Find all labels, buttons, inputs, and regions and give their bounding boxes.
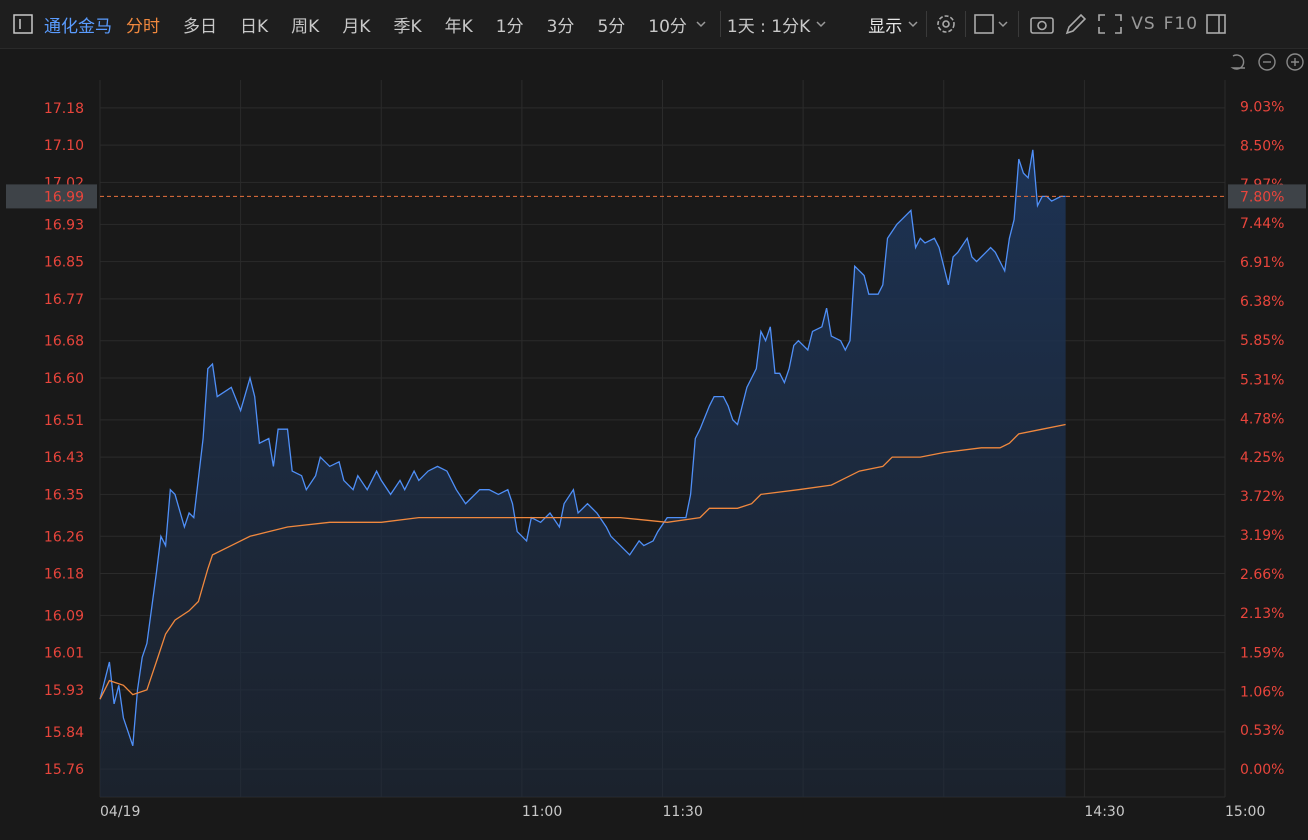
zoom-out-icon[interactable] [1258, 53, 1276, 71]
sidebar-toggle[interactable] [12, 13, 34, 35]
y-tick-label: 16.26 [44, 529, 84, 545]
y-tick-label: 16.60 [44, 371, 84, 387]
y2-tick-label: 6.91% [1240, 255, 1284, 271]
period-tab[interactable]: 分时 [126, 16, 160, 37]
y2-tick-label: 1.06% [1240, 684, 1284, 700]
y2-tick-label: 0.00% [1240, 762, 1284, 778]
x-tick-label: 11:00 [522, 804, 562, 820]
y-tick-label: 16.35 [44, 487, 84, 503]
y-tick-label: 16.01 [44, 646, 84, 662]
y-tick-label: 16.93 [44, 217, 84, 233]
stock-name[interactable]: 通化金马 [44, 16, 112, 37]
period-tab[interactable]: 周K [291, 16, 320, 37]
last-change-label: 7.80% [1240, 190, 1284, 206]
draw-icon[interactable] [1059, 11, 1093, 37]
x-tick-label: 15:00 [1225, 804, 1265, 820]
y-tick-label: 16.68 [44, 334, 84, 350]
f10-button[interactable]: F10 [1163, 14, 1199, 34]
period-tab[interactable]: 10分 [648, 16, 687, 37]
separator [926, 11, 928, 37]
last-price-box [6, 184, 97, 209]
zoom-controls [1230, 53, 1304, 71]
price-line [99, 149, 1066, 747]
dropdown-arrow[interactable] [814, 17, 828, 31]
zoom-in-icon[interactable] [1286, 53, 1304, 71]
period-select[interactable]: 1天 : 1分K [726, 16, 811, 37]
x-tick-label: 14:30 [1084, 804, 1124, 820]
price-area [100, 149, 1066, 798]
separator [719, 11, 721, 37]
vs-button[interactable]: VS [1131, 14, 1156, 34]
zoom-in-plus [1291, 58, 1299, 66]
y2-tick-label: 6.38% [1240, 294, 1284, 310]
period-tab[interactable]: 1分 [495, 16, 524, 37]
dropdown-arrow[interactable] [906, 17, 920, 31]
y-tick-label: 15.93 [44, 683, 84, 699]
y2-tick-label: 7.44% [1240, 216, 1284, 232]
dropdown-arrow[interactable] [694, 17, 708, 31]
panel-icon[interactable] [1204, 12, 1228, 36]
period-tab[interactable]: 3分 [546, 16, 575, 37]
y-tick-label: 16.51 [44, 413, 84, 429]
chart: 04/19 11:00 11:30 14:30 15:00 15.76 15.84 15.93… [6, 53, 1306, 820]
display-menu[interactable]: 显示 [868, 16, 903, 37]
period-tab[interactable]: 5分 [597, 16, 626, 37]
y-tick-label: 16.77 [44, 292, 84, 308]
y-tick-label: 15.84 [44, 725, 84, 741]
period-tab[interactable]: 多日 [183, 16, 217, 37]
average-line [99, 423, 1066, 700]
y-tick-label: 17.10 [44, 138, 84, 154]
y2-tick-label: 5.31% [1240, 372, 1284, 388]
y2-tick-label: 1.59% [1240, 645, 1284, 661]
separator [965, 11, 967, 37]
y2-tick-label: 4.78% [1240, 411, 1284, 427]
toolbar: 通化金马 分时 多日 日K 周K 月K 季K 年K 1分 3分 5分 10分 1天 : 1分K 显示… [0, 0, 1308, 49]
y-tick-label: 16.43 [44, 450, 84, 466]
y-tick-label: 16.85 [44, 255, 84, 271]
y2-tick-label: 3.19% [1240, 528, 1284, 544]
period-tabs: 分时 多日 日K 周K 月K 季K 年K 1分 3分 5分 10分 [126, 12, 710, 37]
last-price-label: 16.99 [44, 189, 84, 205]
y2-tick-label: 2.13% [1240, 606, 1284, 622]
y2-tick-label: 4.25% [1240, 450, 1284, 466]
y-tick-label: 15.76 [44, 762, 84, 778]
separator [1018, 11, 1020, 37]
reset-icon[interactable] [1230, 54, 1245, 70]
y2-tick-label: 0.53% [1240, 723, 1284, 739]
y2-tick-label: 2.66% [1240, 567, 1284, 583]
fullscreen-icon[interactable] [1093, 11, 1127, 37]
period-tab[interactable]: 月K [342, 16, 371, 37]
y2-tick-label: 3.72% [1240, 489, 1284, 505]
y-tick-label: 16.09 [44, 608, 84, 624]
camera-icon[interactable] [1025, 11, 1059, 37]
layout-icon[interactable] [972, 11, 1012, 37]
x-tick-label: 04/19 [100, 804, 140, 820]
period-tab[interactable]: 日K [240, 16, 269, 37]
y-tick-label: 17.18 [44, 101, 84, 117]
y-tick-label: 16.18 [44, 567, 84, 583]
period-tab[interactable]: 季K [393, 16, 422, 37]
y2-tick-label: 5.85% [1240, 333, 1284, 349]
period-tab[interactable]: 年K [444, 16, 473, 37]
settings-icon[interactable] [933, 11, 959, 37]
x-tick-label: 11:30 [663, 804, 703, 820]
y2-tick-label: 8.50% [1240, 138, 1284, 154]
y2-tick-label: 9.03% [1240, 99, 1284, 115]
last-change-box [1228, 184, 1306, 209]
